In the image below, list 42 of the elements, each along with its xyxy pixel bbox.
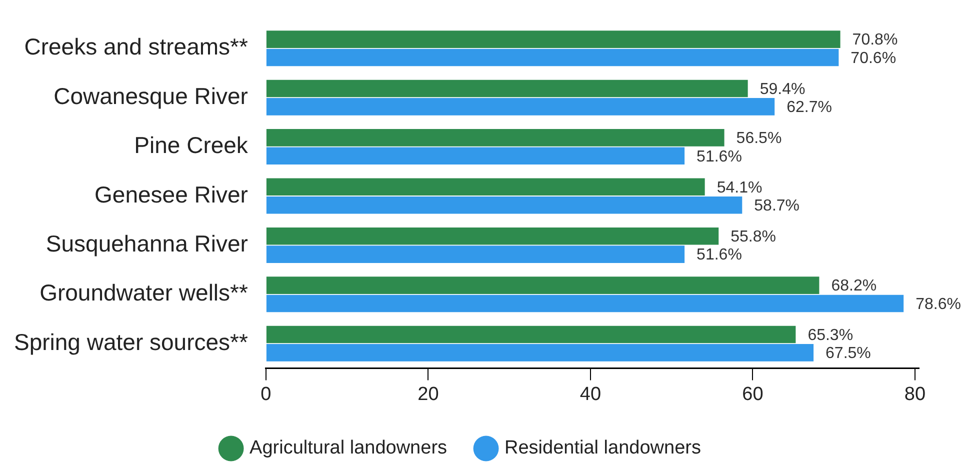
bar bbox=[266, 276, 820, 294]
bar bbox=[266, 147, 685, 165]
x-tick-label: 80 bbox=[904, 384, 926, 405]
bar bbox=[266, 48, 839, 66]
data-label: 62.7% bbox=[786, 99, 832, 116]
data-label: 56.5% bbox=[736, 130, 782, 148]
bar bbox=[266, 98, 775, 116]
data-label: 51.6% bbox=[696, 148, 742, 166]
bar bbox=[266, 227, 719, 245]
y-tick-label: Susquehanna River bbox=[46, 230, 248, 257]
data-label: 59.4% bbox=[760, 80, 806, 98]
bar bbox=[266, 196, 742, 214]
y-tick-label: Creeks and streams** bbox=[24, 34, 248, 60]
x-tick-label: 0 bbox=[260, 384, 272, 405]
x-tick-label: 40 bbox=[580, 384, 602, 405]
y-tick-label: Cowanesque River bbox=[54, 82, 248, 109]
x-tick-label: 20 bbox=[418, 384, 439, 405]
bar bbox=[266, 30, 840, 48]
data-label: 70.8% bbox=[852, 32, 898, 49]
bar bbox=[266, 326, 796, 344]
data-label: 67.5% bbox=[826, 345, 871, 362]
bar bbox=[266, 246, 685, 263]
x-tick-label: 60 bbox=[742, 384, 764, 405]
bar bbox=[266, 80, 748, 98]
data-label: 54.1% bbox=[716, 179, 762, 196]
data-label: 51.6% bbox=[696, 246, 742, 264]
y-tick-label: Genesee River bbox=[94, 181, 248, 208]
bar bbox=[266, 294, 904, 312]
data-label: 68.2% bbox=[831, 278, 877, 295]
data-label: 65.3% bbox=[808, 326, 854, 344]
bar bbox=[266, 129, 724, 146]
bar bbox=[266, 344, 814, 362]
data-label: 78.6% bbox=[916, 296, 961, 313]
data-label: 55.8% bbox=[730, 228, 776, 246]
legend-label: Residential landowners bbox=[504, 438, 701, 459]
legend-label: Agricultural landowners bbox=[250, 438, 448, 459]
y-tick-label: Groundwater wells** bbox=[40, 280, 248, 306]
y-tick-label: Spring water sources** bbox=[14, 328, 248, 355]
data-label: 58.7% bbox=[754, 198, 800, 215]
data-label: 70.6% bbox=[850, 50, 896, 67]
bar bbox=[266, 178, 705, 196]
y-tick-label: Pine Creek bbox=[134, 132, 248, 158]
